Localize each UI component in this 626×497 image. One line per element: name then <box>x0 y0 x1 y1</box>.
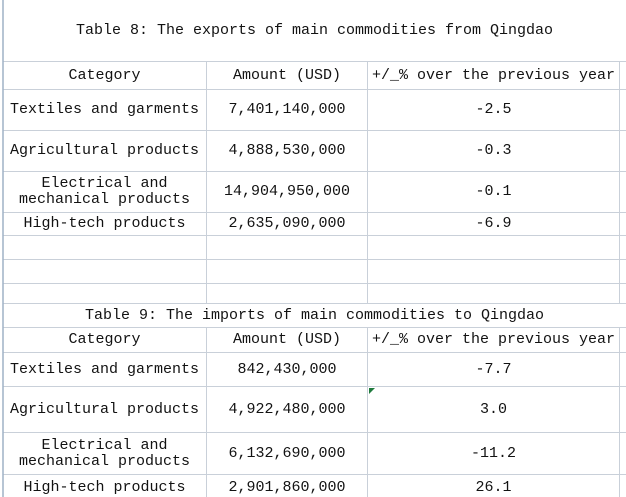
change-cell[interactable]: -0.3 <box>368 131 620 171</box>
error-flag-icon <box>369 388 375 394</box>
category-cell[interactable]: Agricultural products <box>3 131 207 171</box>
empty-cell[interactable] <box>620 172 626 212</box>
change-cell[interactable]: 3.0 <box>368 387 620 432</box>
empty-cell[interactable] <box>620 90 626 130</box>
empty-cell[interactable] <box>620 353 626 386</box>
empty-cell[interactable] <box>620 131 626 171</box>
table-row: Agricultural products 4,888,530,000 -0.3 <box>3 131 626 172</box>
empty-row <box>3 284 626 304</box>
table-row: Agricultural products 4,922,480,000 3.0 <box>3 387 626 433</box>
table9-header-row: Category Amount (USD) +/_% over the prev… <box>3 328 626 353</box>
empty-cell[interactable] <box>368 236 620 259</box>
empty-cell[interactable] <box>620 284 626 303</box>
sheet-left-edge <box>2 0 4 497</box>
empty-cell[interactable] <box>620 260 626 283</box>
change-cell[interactable]: -6.9 <box>368 213 620 235</box>
header-change-cell[interactable]: +/_% over the previous year <box>368 62 620 89</box>
category-cell[interactable]: Agricultural products <box>3 387 207 432</box>
category-cell[interactable]: Textiles and garments <box>3 353 207 386</box>
empty-cell[interactable] <box>620 328 626 352</box>
amount-cell[interactable]: 2,901,860,000 <box>207 475 368 497</box>
empty-row <box>3 236 626 260</box>
amount-cell[interactable]: 4,922,480,000 <box>207 387 368 432</box>
empty-row <box>3 260 626 284</box>
category-cell[interactable]: Electrical and mechanical products <box>3 433 207 474</box>
empty-cell[interactable] <box>207 284 368 303</box>
empty-cell[interactable] <box>620 475 626 497</box>
table-row: Electrical and mechanical products 6,132… <box>3 433 626 475</box>
empty-cell[interactable] <box>620 62 626 89</box>
header-change-cell[interactable]: +/_% over the previous year <box>368 328 620 352</box>
table8-header-row: Category Amount (USD) +/_% over the prev… <box>3 62 626 90</box>
empty-cell[interactable] <box>3 260 207 283</box>
header-category-cell[interactable]: Category <box>3 62 207 89</box>
table-row: Textiles and garments 7,401,140,000 -2.5 <box>3 90 626 131</box>
header-amount-cell[interactable]: Amount (USD) <box>207 62 368 89</box>
empty-cell[interactable] <box>207 260 368 283</box>
table-row: Textiles and garments 842,430,000 -7.7 <box>3 353 626 387</box>
category-cell[interactable]: Textiles and garments <box>3 90 207 130</box>
table9-title-row: Table 9: The imports of main commodities… <box>3 304 626 328</box>
amount-cell[interactable]: 2,635,090,000 <box>207 213 368 235</box>
cell-grid: Table 8: The exports of main commodities… <box>3 0 626 497</box>
empty-cell[interactable] <box>620 213 626 235</box>
change-cell[interactable]: 26.1 <box>368 475 620 497</box>
amount-cell[interactable]: 14,904,950,000 <box>207 172 368 212</box>
category-cell[interactable]: High-tech products <box>3 475 207 497</box>
amount-cell[interactable]: 6,132,690,000 <box>207 433 368 474</box>
empty-cell[interactable] <box>3 236 207 259</box>
empty-cell[interactable] <box>620 387 626 432</box>
header-category-cell[interactable]: Category <box>3 328 207 352</box>
change-cell[interactable]: -7.7 <box>368 353 620 386</box>
table-row: Electrical and mechanical products 14,90… <box>3 172 626 213</box>
change-cell[interactable]: -2.5 <box>368 90 620 130</box>
change-cell[interactable]: -0.1 <box>368 172 620 212</box>
empty-cell[interactable] <box>207 236 368 259</box>
table-row: High-tech products 2,635,090,000 -6.9 <box>3 213 626 236</box>
empty-cell[interactable] <box>620 433 626 474</box>
table8-title-row: Table 8: The exports of main commodities… <box>3 0 626 62</box>
empty-cell[interactable] <box>620 236 626 259</box>
category-cell[interactable]: High-tech products <box>3 213 207 235</box>
amount-cell[interactable]: 842,430,000 <box>207 353 368 386</box>
header-amount-cell[interactable]: Amount (USD) <box>207 328 368 352</box>
empty-cell[interactable] <box>368 284 620 303</box>
amount-cell[interactable]: 7,401,140,000 <box>207 90 368 130</box>
category-cell[interactable]: Electrical and mechanical products <box>3 172 207 212</box>
table8-title-cell[interactable]: Table 8: The exports of main commodities… <box>75 21 554 39</box>
change-cell[interactable]: -11.2 <box>368 433 620 474</box>
amount-cell[interactable]: 4,888,530,000 <box>207 131 368 171</box>
table9-title-cell[interactable]: Table 9: The imports of main commodities… <box>84 306 545 324</box>
table-row: High-tech products 2,901,860,000 26.1 <box>3 475 626 497</box>
empty-cell[interactable] <box>3 284 207 303</box>
empty-cell[interactable] <box>368 260 620 283</box>
